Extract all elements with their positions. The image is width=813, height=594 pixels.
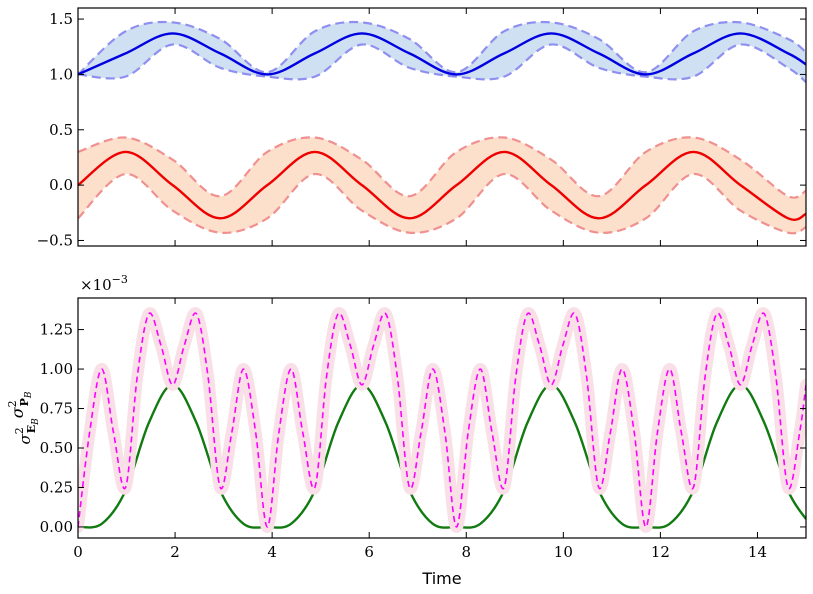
top-band-mean-lower	[78, 137, 806, 234]
top-ytick-label-2: 0.5	[49, 121, 73, 139]
bottom-panel: 0 2 4 6 8 10 12 14 0.00 0.25 0.50 0.75 1.00 1.25 ×10−…	[6, 273, 807, 588]
y-axis-label: σ2EBσ2PB	[6, 391, 41, 444]
bottom-xtick-label-7: 14	[748, 543, 767, 561]
bottom-ytick-label-3: 0.75	[40, 400, 73, 418]
top-ytick-label-4: 1.5	[49, 10, 73, 28]
bottom-xtick-label-6: 12	[651, 543, 670, 561]
bottom-axes-frame	[77, 297, 807, 539]
scale-factor: ×10−3	[80, 273, 128, 294]
bottom-ticks: 0 2 4 6 8 10 12 14 0.00 0.25 0.50 0.75 1.00 1.25	[40, 298, 806, 561]
top-axes-frame	[77, 7, 807, 247]
bottom-xtick-label-2: 4	[267, 543, 277, 561]
top-band-upper-mean-lower	[78, 136, 806, 199]
top-ytick-label-3: 1.0	[49, 65, 73, 83]
top-band-lower-mean-lower	[78, 172, 806, 235]
top-line-mean-upper	[78, 32, 806, 76]
top-band-upper-mean-upper	[78, 20, 806, 76]
bottom-series-group	[78, 307, 806, 533]
bottom-ytick-label-2: 0.50	[40, 439, 73, 457]
top-band-lower-mean-upper	[78, 43, 806, 84]
bottom-xtick-label-4: 8	[461, 543, 471, 561]
bottom-ytick-label-4: 1.00	[40, 360, 73, 378]
bottom-xtick-label-1: 2	[170, 543, 180, 561]
bottom-xtick-label-3: 6	[364, 543, 374, 561]
bottom-line-bound	[78, 312, 806, 528]
bottom-ytick-label-1: 0.25	[40, 478, 73, 496]
bottom-ytick-label-0: 0.00	[40, 518, 73, 536]
bottom-xtick-label-0: 0	[73, 543, 83, 561]
x-axis-label: Time	[421, 569, 461, 588]
bottom-ytick-label-5: 1.25	[40, 321, 73, 339]
top-ytick-label-1: 0.0	[49, 176, 73, 194]
bottom-plot-area	[78, 307, 806, 533]
bottom-xtick-label-5: 10	[554, 543, 573, 561]
top-plot-area	[78, 20, 806, 235]
bottom-halo-bound	[78, 307, 806, 533]
top-line-mean-lower	[78, 150, 806, 221]
top-ticks: −0.5 0.0 0.5 1.0 1.5	[37, 8, 806, 249]
top-panel: −0.5 0.0 0.5 1.0 1.5	[37, 7, 807, 249]
top-series-group	[78, 20, 806, 235]
top-ytick-label-0: −0.5	[37, 231, 73, 249]
